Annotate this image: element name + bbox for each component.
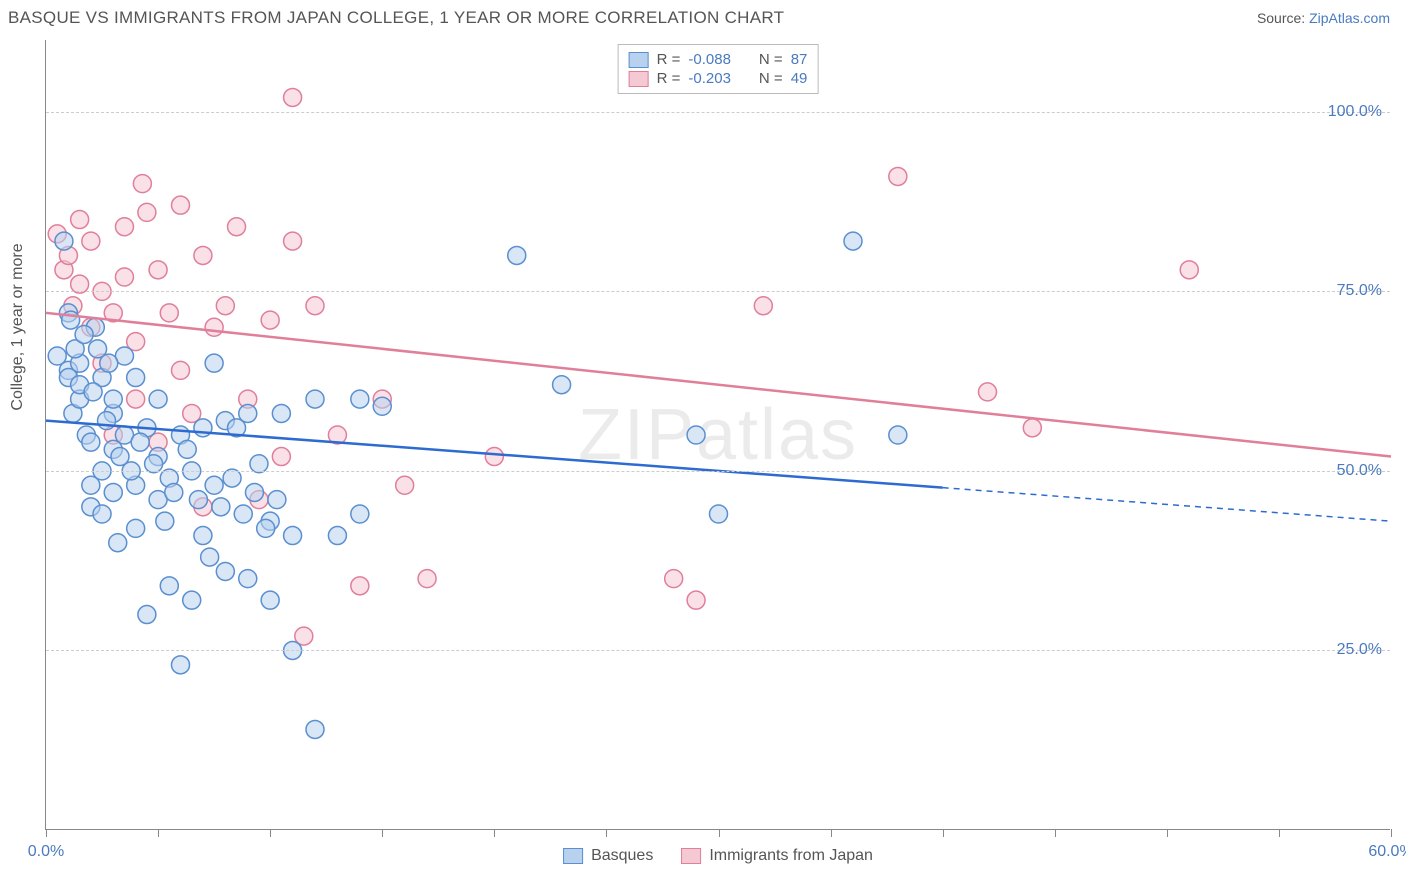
legend-label-basques: Basques bbox=[591, 847, 653, 865]
source-label: Source: bbox=[1257, 10, 1309, 26]
scatter-svg bbox=[46, 40, 1390, 829]
chart-plot-area: College, 1 year or more ZIPatlas R = -0.… bbox=[45, 40, 1390, 830]
series-legend: Basques Immigrants from Japan bbox=[563, 847, 873, 865]
x-tick-label: 60.0% bbox=[1368, 843, 1406, 861]
swatch-japan bbox=[681, 848, 701, 864]
chart-title: BASQUE VS IMMIGRANTS FROM JAPAN COLLEGE,… bbox=[8, 8, 784, 28]
y-tick-label: 75.0% bbox=[1337, 282, 1382, 300]
source-link[interactable]: ZipAtlas.com bbox=[1309, 10, 1390, 26]
source-attribution: Source: ZipAtlas.com bbox=[1257, 10, 1390, 26]
legend-item-basques: Basques bbox=[563, 847, 653, 865]
y-tick-label: 25.0% bbox=[1337, 641, 1382, 659]
chart-header: BASQUE VS IMMIGRANTS FROM JAPAN COLLEGE,… bbox=[0, 0, 1406, 32]
legend-label-japan: Immigrants from Japan bbox=[709, 847, 873, 865]
y-tick-label: 100.0% bbox=[1328, 103, 1382, 121]
y-tick-label: 50.0% bbox=[1337, 462, 1382, 480]
legend-item-japan: Immigrants from Japan bbox=[681, 847, 873, 865]
y-axis-label: College, 1 year or more bbox=[9, 243, 27, 410]
swatch-basques bbox=[563, 848, 583, 864]
x-tick-label: 0.0% bbox=[28, 843, 64, 861]
